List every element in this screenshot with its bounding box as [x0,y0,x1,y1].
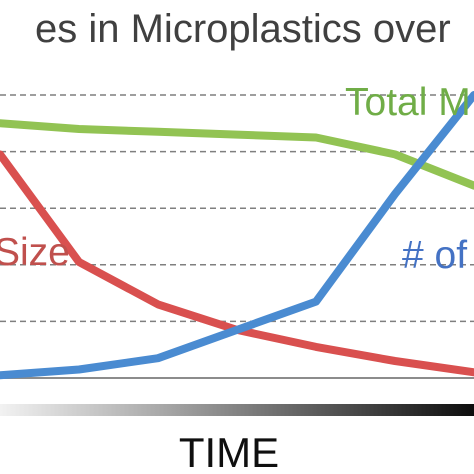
time-arrow-bar [0,404,474,416]
chart-title: es in Microplastics over [35,7,451,51]
series-line-total [0,119,474,190]
series-label-size: Size [0,231,70,274]
x-axis-title: TIME [179,429,279,474]
series-lines [0,91,474,380]
series-line-count [0,91,474,380]
series-label-count: # of [402,234,467,277]
series-label-total: Total M [345,81,471,124]
